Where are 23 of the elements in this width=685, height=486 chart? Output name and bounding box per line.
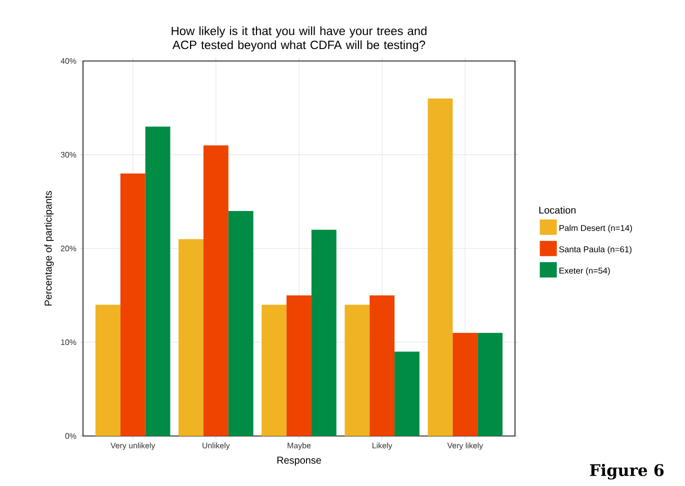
bar: [344, 304, 370, 436]
bar: [286, 295, 312, 436]
bar: [311, 230, 336, 436]
bar: [178, 239, 204, 436]
chart-title: How likely is it that you will have your trees and ACP tested beyond what CDFA will be testing?: [172, 26, 426, 52]
bar: [262, 304, 287, 436]
y-axis-title: Percentage of participants: [44, 190, 54, 306]
bar: [203, 145, 228, 436]
legend-title: Location: [539, 206, 576, 214]
bar: [145, 126, 170, 436]
bar: [394, 352, 420, 436]
x-axis-title: Response: [277, 456, 321, 466]
legend-label: Exeter (n=54): [559, 267, 610, 276]
bar: [95, 304, 120, 436]
bar: [120, 173, 146, 436]
bar: [428, 98, 453, 436]
bar: [478, 332, 503, 436]
bar: [452, 332, 478, 436]
legend-label: Palm Desert (n=14): [559, 224, 632, 233]
legend-label: Santa Paula (n=61): [559, 246, 632, 254]
bar: [228, 210, 254, 436]
caption: Figure 6: [590, 464, 664, 480]
bar: [370, 295, 395, 436]
